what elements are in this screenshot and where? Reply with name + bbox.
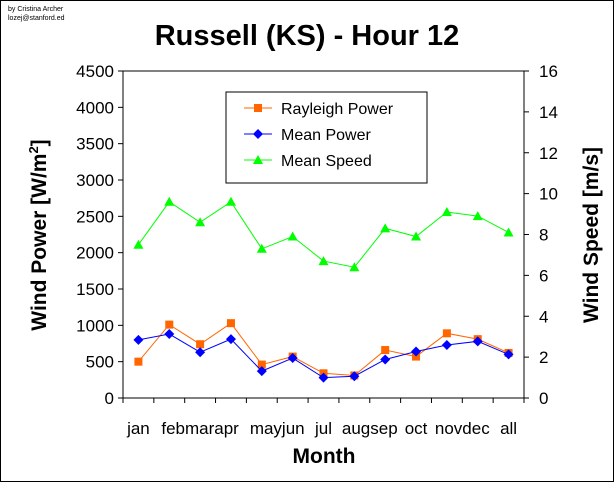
x-tick-label: augsep xyxy=(342,419,398,438)
mean-speed-point xyxy=(349,262,360,272)
mean-power-legend-label: Mean Power xyxy=(281,127,371,144)
mean-speed-point xyxy=(133,239,144,249)
y-left-title-main: Wind Power [W/m xyxy=(28,154,51,331)
y-right-tick-label: 8 xyxy=(539,226,548,245)
x-axis-title: Month xyxy=(293,445,356,468)
rayleigh-power-point xyxy=(442,329,451,338)
rayleigh-power-point xyxy=(134,357,143,366)
y-axis-right-title: Wind Speed [m/s] xyxy=(580,147,603,323)
credit-line-1: by Cristina Archer xyxy=(8,6,64,13)
legend: Rayleigh Power Mean Power Mean Speed xyxy=(225,91,428,184)
y-left-tick-label: 4500 xyxy=(76,62,114,81)
x-tick-label: all xyxy=(500,419,517,438)
x-tick-label: mayjun xyxy=(250,419,305,438)
y-left-title-end: ] xyxy=(28,139,51,146)
mean-power-point xyxy=(256,366,267,377)
mean-power-point xyxy=(441,339,452,350)
credit-line-2: lozej@stanford.ed xyxy=(8,15,65,22)
mean-speed-point xyxy=(380,223,391,233)
mean-power-point xyxy=(133,334,144,345)
y-right-tick-label: 6 xyxy=(539,266,548,285)
y-right-tick-label: 14 xyxy=(539,103,558,122)
mean-power-point xyxy=(164,329,175,340)
mean-power-legend-marker xyxy=(253,129,263,139)
y-left-tick-label: 3000 xyxy=(76,171,114,190)
y-left-tick-label: 2500 xyxy=(76,207,114,226)
y-right-tick-label: 16 xyxy=(539,62,558,81)
rayleigh-power-point xyxy=(257,360,266,369)
mean-speed-point xyxy=(225,196,236,206)
y-left-tick-label: 1000 xyxy=(76,316,114,335)
x-tick-label: jul xyxy=(314,419,332,438)
mean-power-point xyxy=(503,349,514,360)
y-left-tick-label: 1500 xyxy=(76,280,114,299)
mean-power-point xyxy=(349,371,360,382)
mean-power-point xyxy=(472,336,483,347)
y-left-title-sup: 2 xyxy=(26,146,41,153)
y-left-tick-label: 500 xyxy=(86,353,114,372)
mean-power-point xyxy=(195,347,206,358)
author-credit: by Cristina Archer lozej@stanford.ed xyxy=(8,5,65,23)
mean-power-point xyxy=(287,353,298,364)
rayleigh-power-point xyxy=(165,320,174,329)
y-left-tick-label: 2000 xyxy=(76,244,114,263)
mean-speed-legend-marker xyxy=(253,155,263,164)
mean-speed-point xyxy=(287,231,298,241)
mean-speed-legend-label: Mean Speed xyxy=(281,153,372,170)
mean-power-point xyxy=(411,346,422,357)
rayleigh-power-point xyxy=(196,340,205,349)
rayleigh-power-point xyxy=(412,352,421,361)
x-tick-label: oct xyxy=(405,419,428,438)
mean-speed-point xyxy=(503,227,514,237)
y-axis-left-title: Wind Power [W/m2] xyxy=(26,139,51,330)
rayleigh-power-point xyxy=(381,346,390,355)
rayleigh-power-legend-marker xyxy=(254,104,262,112)
chart-title: Russell (KS) - Hour 12 xyxy=(155,20,460,52)
mean-speed-point xyxy=(441,207,452,217)
x-tick-label: febmarapr xyxy=(161,419,239,438)
y-right-tick-label: 0 xyxy=(539,389,548,408)
x-tick-label: jan xyxy=(126,419,150,438)
y-right-tick-label: 12 xyxy=(539,144,558,163)
y-right-tick-label: 2 xyxy=(539,348,548,367)
x-tick-label: novdec xyxy=(435,419,490,438)
y-left-tick-label: 3500 xyxy=(76,135,114,154)
y-left-tick-label: 0 xyxy=(105,389,114,408)
mean-speed-point xyxy=(195,217,206,227)
mean-speed-point xyxy=(411,231,422,241)
mean-power-point xyxy=(318,372,329,383)
y-right-tick-label: 4 xyxy=(539,307,548,326)
mean-speed-point xyxy=(164,196,175,206)
mean-power-point xyxy=(380,354,391,365)
y-right-tick-label: 10 xyxy=(539,185,558,204)
rayleigh-power-legend-label: Rayleigh Power xyxy=(281,101,394,118)
mean-power-point xyxy=(225,334,236,345)
mean-speed-point xyxy=(318,256,329,266)
y-left-tick-label: 4000 xyxy=(76,98,114,117)
mean-speed-point xyxy=(256,243,267,253)
rayleigh-power-point xyxy=(226,319,235,328)
mean-speed-point xyxy=(472,211,483,221)
